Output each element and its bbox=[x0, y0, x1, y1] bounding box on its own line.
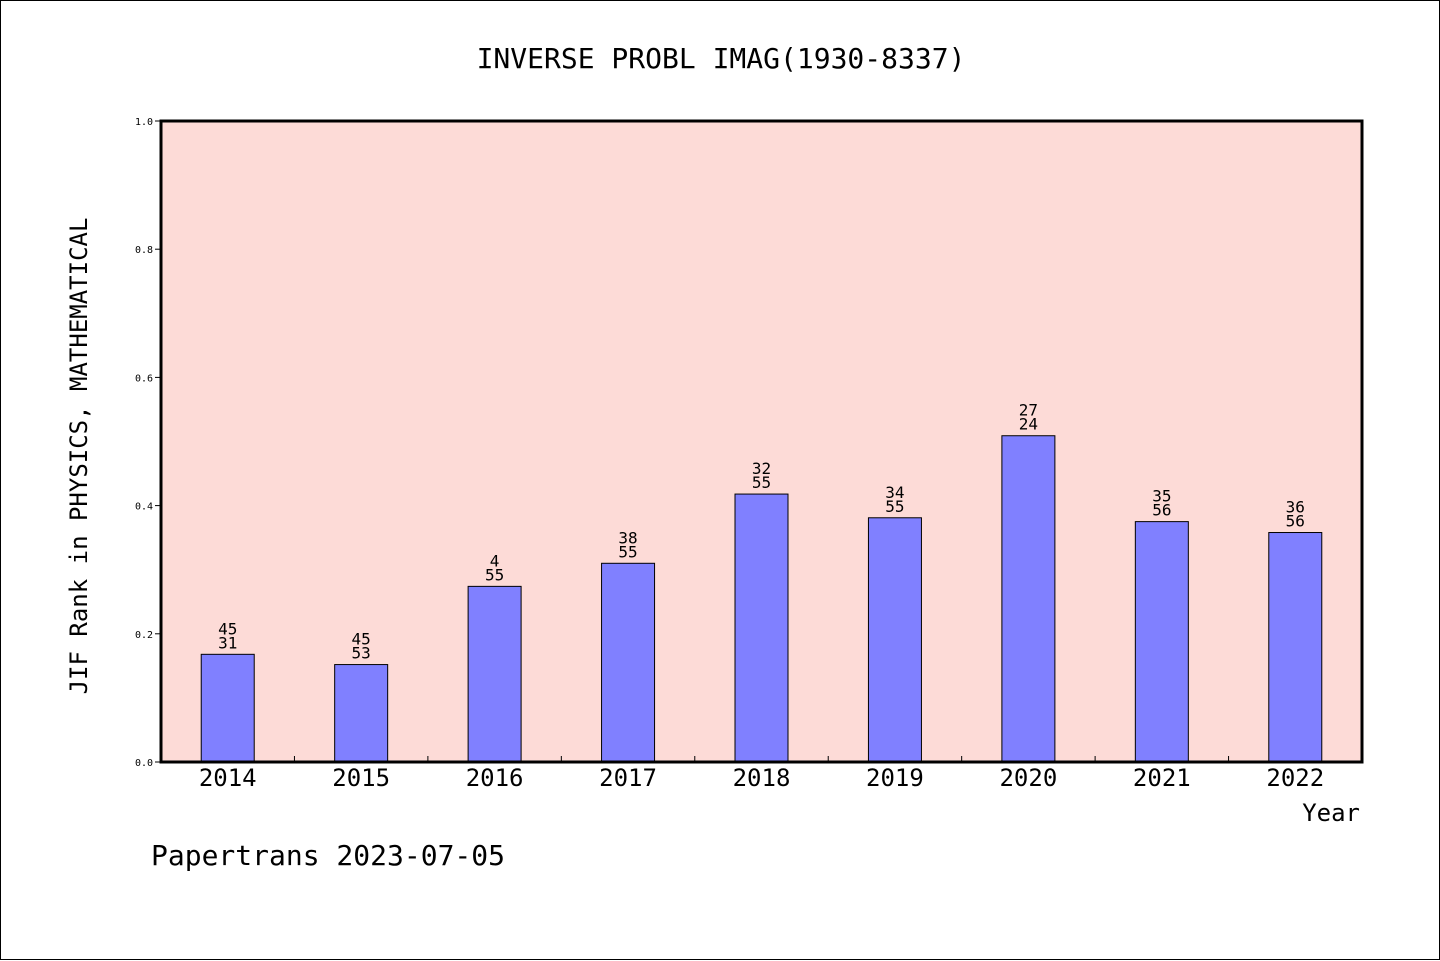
y-tick-label: 0.6 bbox=[135, 373, 153, 384]
x-tick-label: 2015 bbox=[332, 764, 390, 792]
bar-label-top: 38 bbox=[618, 528, 637, 547]
bar bbox=[1001, 435, 1056, 763]
x-tick-label: 2019 bbox=[866, 764, 924, 792]
y-tick-label: 0.2 bbox=[135, 630, 153, 641]
x-tick-label: 2020 bbox=[999, 764, 1057, 792]
bar-label-bottom: 55 bbox=[618, 542, 637, 561]
x-tick-label: 2018 bbox=[733, 764, 791, 792]
y-tick-label: 0.0 bbox=[135, 758, 153, 769]
bar-label-top: 4 bbox=[490, 551, 500, 570]
bar-label-top: 36 bbox=[1286, 498, 1305, 517]
bar-label-top: 32 bbox=[752, 459, 771, 478]
y-axis: 0.0 0.2 0.4 0.6 0.8 1.0 bbox=[135, 117, 161, 769]
x-axis-label: Year bbox=[1302, 799, 1360, 827]
bar bbox=[1134, 521, 1189, 763]
bar-label-top: 35 bbox=[1152, 487, 1171, 506]
chart-title: INVERSE PROBL IMAG(1930-8337) bbox=[477, 42, 966, 75]
bar-label-bottom: 56 bbox=[1152, 501, 1171, 520]
x-tick-label: 2022 bbox=[1266, 764, 1324, 792]
bar-label-bottom: 55 bbox=[485, 565, 504, 584]
y-axis-label: JIF Rank in PHYSICS, MATHEMATICAL bbox=[65, 218, 93, 695]
y-tick-label: 0.4 bbox=[135, 502, 153, 513]
bar bbox=[200, 653, 255, 763]
bar-label-bottom: 31 bbox=[218, 633, 237, 652]
bar bbox=[601, 562, 656, 763]
bar-label-top: 34 bbox=[885, 483, 904, 502]
y-tick-label: 0.8 bbox=[135, 245, 153, 256]
bar-label-bottom: 56 bbox=[1286, 512, 1305, 531]
bar bbox=[467, 585, 522, 763]
x-axis: 2014 2015 2016 2017 2018 2019 2020 2021 2022 bbox=[199, 756, 1324, 792]
x-tick-label: 2021 bbox=[1133, 764, 1191, 792]
bar bbox=[867, 517, 922, 763]
bar-label-bottom: 53 bbox=[352, 644, 371, 663]
plot-border bbox=[159, 119, 1364, 764]
bar bbox=[1268, 532, 1323, 763]
bar-label-top: 27 bbox=[1019, 401, 1038, 420]
bar-label-top: 45 bbox=[218, 619, 237, 638]
bar-label-bottom: 55 bbox=[752, 473, 771, 492]
x-tick-label: 2014 bbox=[199, 764, 257, 792]
bar bbox=[334, 664, 389, 763]
bar-label-bottom: 24 bbox=[1019, 415, 1038, 434]
x-tick-label: 2017 bbox=[599, 764, 657, 792]
x-tick-label: 2016 bbox=[466, 764, 524, 792]
y-tick-label: 1.0 bbox=[135, 117, 153, 128]
bar-series bbox=[200, 435, 1323, 763]
bar bbox=[734, 493, 789, 763]
footer-credit: Papertrans 2023-07-05 bbox=[151, 839, 505, 872]
bar-label-top: 45 bbox=[352, 630, 371, 649]
bar-label-bottom: 55 bbox=[885, 497, 904, 516]
